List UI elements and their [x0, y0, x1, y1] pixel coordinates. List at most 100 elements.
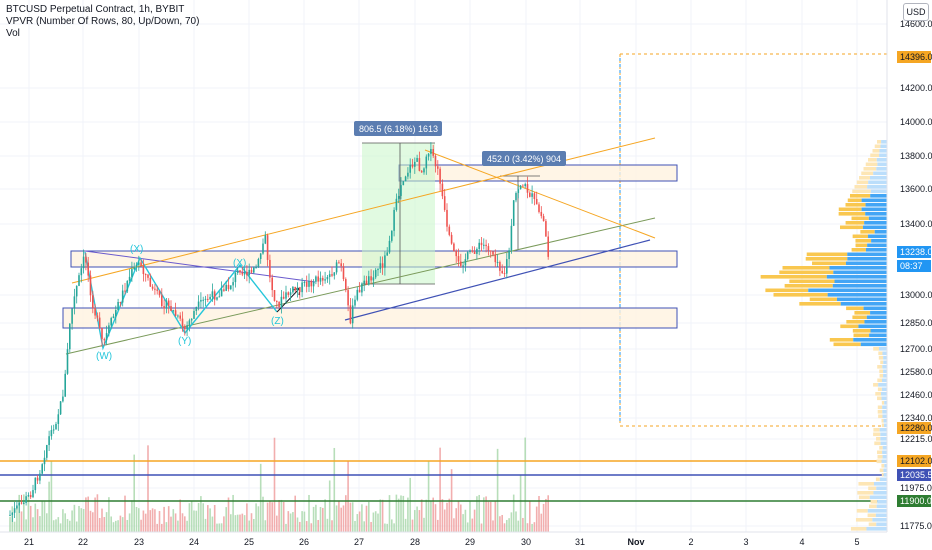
candle-body: [492, 251, 494, 255]
price-badges: 14396.0 13238.0 08:37 12280.0 12102.0 12035.5…: [897, 51, 932, 507]
volume-bar: [193, 510, 195, 532]
candle-body: [112, 316, 115, 319]
candle-body: [335, 262, 338, 273]
volume-bar: [430, 501, 432, 532]
candle-body: [487, 246, 490, 251]
symbol-title[interactable]: BTCUSD Perpetual Contract, 1h, BYBIT: [6, 4, 185, 15]
vpvr-row-down: [873, 428, 880, 432]
vpvr-row-up: [882, 365, 887, 369]
volume-bar: [131, 500, 133, 532]
candle-body: [443, 196, 446, 210]
candle-body: [227, 284, 230, 290]
volume-bar: [227, 497, 230, 532]
volume-bar: [9, 516, 11, 532]
volume-bar: [425, 499, 428, 532]
volume-bar: [29, 505, 32, 532]
volume-bar: [59, 523, 62, 532]
volume-indicator-label[interactable]: Vol: [6, 28, 20, 39]
candle-body: [276, 300, 278, 302]
vpvr-row-down: [879, 374, 884, 378]
volume-bar: [170, 516, 172, 532]
vpvr-indicator-label[interactable]: VPVR (Number Of Rows, 80, Up/Down, 70): [6, 16, 200, 27]
candle-body: [478, 242, 480, 249]
candle-body: [531, 193, 533, 197]
support-zone[interactable]: [62, 307, 678, 329]
volume-bar: [144, 513, 147, 532]
vpvr-row-down: [874, 441, 881, 446]
price-badge-bg: [897, 469, 931, 481]
volume-bar: [407, 497, 409, 532]
vpvr-row-up: [829, 266, 887, 270]
candle-body: [55, 423, 57, 430]
volume-bar: [34, 503, 37, 532]
vpvr-row-up: [881, 459, 887, 464]
volume-bar: [225, 507, 227, 532]
volume-bar: [48, 481, 50, 532]
candle-body: [483, 244, 485, 246]
volume-bar: [197, 502, 200, 532]
candle-body: [358, 289, 361, 293]
volume-bar: [78, 505, 80, 532]
candle-body: [473, 251, 476, 254]
candle-body: [423, 168, 425, 173]
candle-body: [522, 185, 524, 187]
vpvr-row-up: [862, 225, 887, 230]
volume-bar: [69, 520, 71, 532]
volume-bar: [161, 523, 163, 532]
vpvr-row-down: [868, 522, 877, 527]
volume-bar: [469, 500, 471, 532]
chart-legend: BTCUSD Perpetual Contract, 1h, BYBIT VPV…: [6, 4, 199, 40]
vpvr-row-up: [881, 378, 887, 383]
volume-bar: [213, 504, 216, 532]
volume-bar: [154, 509, 156, 532]
candle-body: [271, 277, 273, 291]
candle-body: [89, 275, 92, 296]
vpvr-row-down: [876, 437, 881, 441]
candle-body: [370, 276, 372, 281]
volume-bar: [195, 510, 198, 532]
candle-body: [381, 263, 384, 268]
volume-bar: [340, 507, 342, 532]
candle-body: [126, 280, 129, 292]
volume-bar: [331, 520, 333, 532]
candle-body: [149, 277, 152, 287]
volume-bar: [264, 520, 267, 532]
candle-body: [480, 242, 483, 246]
orange-down-trendline[interactable]: [424, 149, 656, 239]
candle-body: [209, 296, 211, 300]
candle-body: [432, 148, 434, 156]
vpvr-row-up: [834, 279, 887, 284]
vpvr-row-up: [882, 410, 887, 414]
volume-bar: [287, 511, 290, 532]
blue-trendline[interactable]: [344, 239, 651, 321]
volume-bar: [494, 501, 497, 532]
candle-body: [135, 264, 138, 268]
candle-body: [545, 221, 547, 237]
vpvr-row-down: [863, 167, 877, 171]
candle-body: [16, 505, 18, 509]
vpvr-row-down: [877, 396, 882, 401]
volume-bar: [519, 474, 522, 532]
target-range-box[interactable]: [619, 53, 887, 427]
candle-body: [395, 198, 398, 210]
wave-label-z: (Z): [271, 316, 284, 327]
vpvr-row-up: [861, 198, 887, 203]
candle-body: [540, 211, 543, 217]
vpvr-row-down: [868, 486, 877, 491]
candle-body: [416, 158, 418, 162]
vpvr-row-down: [880, 360, 884, 365]
candle-body: [85, 256, 87, 263]
currency-button[interactable]: USD: [903, 3, 929, 21]
volume-bar: [381, 499, 384, 532]
green-trendline[interactable]: [65, 217, 656, 355]
candle-body: [489, 250, 492, 252]
purple-down-trendline[interactable]: [84, 250, 316, 283]
candle-body: [425, 156, 428, 169]
volume-bar: [167, 506, 170, 532]
vpvr-row-down: [873, 383, 879, 387]
volume-bar: [349, 502, 352, 532]
candle-body: [391, 230, 393, 241]
x-tick-label: 24: [189, 537, 199, 547]
x-tick-label: 25: [244, 537, 254, 547]
